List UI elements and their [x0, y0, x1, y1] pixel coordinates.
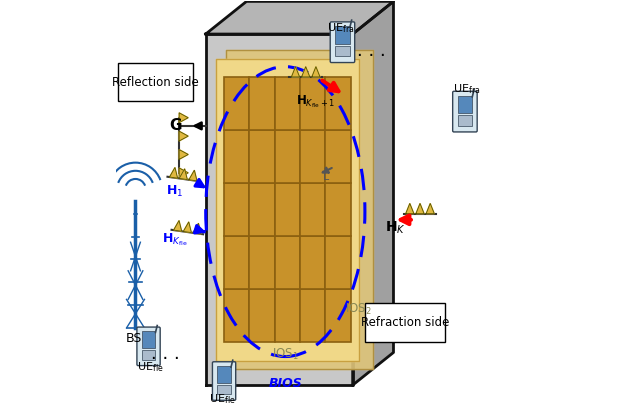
Bar [250, 183, 275, 236]
Bar [224, 289, 250, 342]
Polygon shape [179, 150, 188, 159]
Bar [300, 183, 325, 236]
Polygon shape [179, 113, 188, 122]
FancyBboxPatch shape [365, 303, 445, 342]
Polygon shape [216, 58, 359, 360]
Polygon shape [226, 51, 373, 369]
Polygon shape [179, 131, 188, 141]
Bar [141, 350, 156, 360]
FancyBboxPatch shape [212, 362, 236, 400]
Polygon shape [173, 221, 182, 231]
Bar [224, 130, 250, 183]
Polygon shape [183, 222, 191, 233]
Text: $\mathbf{H}_{K_{\mathrm{fle}}+1}$: $\mathbf{H}_{K_{\mathrm{fle}}+1}$ [296, 93, 335, 110]
Polygon shape [353, 1, 394, 385]
Text: UE$_{\mathrm{fra}}$: UE$_{\mathrm{fra}}$ [453, 82, 481, 96]
Bar [224, 77, 250, 130]
Polygon shape [205, 34, 353, 385]
Bar [275, 183, 300, 236]
FancyBboxPatch shape [452, 91, 477, 132]
Bar [250, 289, 275, 342]
Text: L: L [323, 172, 329, 182]
Bar [224, 183, 250, 236]
Polygon shape [291, 67, 300, 77]
Bar [275, 236, 300, 289]
Text: BIOS: BIOS [268, 376, 302, 390]
Bar [141, 331, 156, 348]
Text: UE$_{\mathrm{fra}}$: UE$_{\mathrm{fra}}$ [327, 21, 354, 35]
Bar [275, 130, 300, 183]
Bar [458, 96, 472, 113]
Polygon shape [416, 203, 424, 214]
Polygon shape [406, 203, 414, 214]
Text: · · ·: · · · [150, 350, 179, 367]
Bar [275, 77, 300, 130]
Polygon shape [193, 223, 201, 234]
Text: Reflection side: Reflection side [112, 76, 199, 88]
Polygon shape [205, 1, 394, 34]
Polygon shape [189, 170, 197, 181]
Polygon shape [179, 169, 188, 180]
Text: IOS$_1$: IOS$_1$ [272, 347, 299, 362]
Bar [458, 115, 472, 126]
Bar [335, 26, 350, 44]
Bar [300, 289, 325, 342]
Bar [325, 289, 351, 342]
Text: UE$_{\mathrm{fle}}$: UE$_{\mathrm{fle}}$ [138, 360, 164, 374]
Text: IOS$_2$: IOS$_2$ [346, 302, 372, 317]
Text: $\mathbf{H}_1$: $\mathbf{H}_1$ [166, 184, 184, 199]
Text: $\mathbf{H}_{K_{\mathrm{fle}}}$: $\mathbf{H}_{K_{\mathrm{fle}}}$ [163, 232, 188, 249]
Bar [300, 130, 325, 183]
Bar [300, 236, 325, 289]
Bar [325, 236, 351, 289]
Polygon shape [301, 67, 310, 77]
Polygon shape [312, 67, 320, 77]
Text: Refraction side: Refraction side [360, 316, 449, 329]
Text: UE$_{\mathrm{fle}}$: UE$_{\mathrm{fle}}$ [209, 393, 236, 406]
Text: · · ·: · · · [356, 48, 385, 65]
Polygon shape [179, 168, 188, 178]
Bar [335, 46, 350, 56]
Polygon shape [426, 203, 435, 214]
Polygon shape [170, 168, 177, 178]
Text: G: G [169, 118, 181, 134]
Bar [325, 183, 351, 236]
Bar [275, 289, 300, 342]
Bar [250, 77, 275, 130]
Bar [325, 130, 351, 183]
FancyBboxPatch shape [330, 22, 355, 62]
Bar [300, 77, 325, 130]
FancyBboxPatch shape [137, 327, 160, 366]
Text: BS: BS [126, 332, 143, 345]
Bar [224, 236, 250, 289]
Bar [250, 130, 275, 183]
Bar [217, 385, 231, 394]
Bar [250, 236, 275, 289]
Text: $\mathbf{H}_K$: $\mathbf{H}_K$ [385, 220, 406, 236]
Bar [325, 77, 351, 130]
FancyBboxPatch shape [118, 62, 193, 102]
Bar [217, 366, 231, 383]
